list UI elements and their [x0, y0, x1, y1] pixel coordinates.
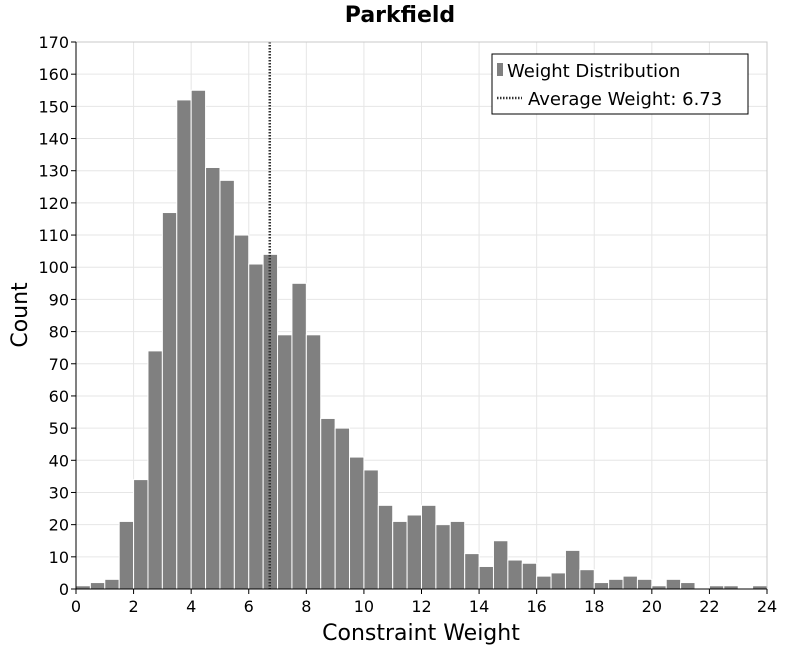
histogram-bar — [248, 263, 264, 590]
y-tick-label: 150 — [38, 97, 69, 116]
x-tick-label: 12 — [411, 597, 431, 616]
x-tick-label: 16 — [526, 597, 546, 616]
histogram-bar — [550, 572, 566, 590]
histogram-bar — [262, 253, 279, 590]
histogram-bar — [334, 427, 351, 590]
legend-label-weight-distribution: Weight Distribution — [507, 61, 680, 82]
y-tick-label: 60 — [49, 387, 69, 406]
histogram-bar — [291, 282, 307, 590]
histogram-bar — [377, 504, 394, 590]
x-tick-label: 6 — [244, 597, 254, 616]
y-tick-label: 0 — [59, 580, 69, 599]
histogram-bar — [622, 575, 638, 590]
histogram-bar — [89, 582, 106, 590]
histogram-bar — [478, 565, 494, 590]
y-tick-label: 30 — [49, 483, 69, 502]
y-tick-label: 90 — [49, 290, 69, 309]
legend-swatch-weight-distribution — [497, 63, 503, 76]
histogram-bar — [176, 99, 192, 590]
y-tick-label: 140 — [38, 130, 69, 149]
y-tick-label: 70 — [49, 355, 69, 374]
y-axis-label: Count — [8, 282, 33, 348]
x-tick-label: 18 — [584, 597, 604, 616]
histogram-bar — [133, 479, 149, 590]
x-ticks: 0 2 4 6 8 10 12 14 16 18 20 22 24 — [71, 589, 777, 616]
x-axis-label: Constraint Weight — [322, 621, 520, 646]
x-tick-label: 22 — [699, 597, 719, 616]
x-tick-label: 14 — [469, 597, 489, 616]
x-tick-label: 2 — [128, 597, 138, 616]
histogram-bar — [636, 578, 653, 590]
histogram-bar — [435, 524, 451, 590]
histogram-bar — [205, 166, 221, 590]
histogram-bar — [680, 582, 696, 590]
y-tick-label: 20 — [49, 516, 69, 535]
histogram-bar — [665, 578, 682, 590]
histogram-bar — [579, 569, 595, 590]
histogram-bar — [406, 514, 422, 590]
histogram-bar — [392, 520, 408, 590]
histogram-bar — [161, 212, 178, 590]
histogram-bar — [305, 334, 322, 590]
x-tick-label: 4 — [186, 597, 196, 616]
histogram-bar — [233, 234, 250, 590]
y-tick-label: 80 — [49, 323, 69, 342]
histogram-bar — [320, 417, 336, 590]
y-tick-label: 120 — [38, 194, 69, 213]
legend-label-average-weight: Average Weight: 6.73 — [528, 89, 722, 110]
x-tick-label: 8 — [301, 597, 311, 616]
histogram-bar — [147, 350, 163, 590]
histogram-bar — [564, 549, 581, 590]
y-tick-label: 160 — [38, 65, 69, 84]
histogram-bar — [492, 540, 509, 590]
y-tick-label: 50 — [49, 419, 69, 438]
histogram-bar — [608, 578, 624, 590]
x-tick-label: 20 — [642, 597, 662, 616]
x-tick-label: 24 — [757, 597, 777, 616]
histogram-bar — [449, 520, 466, 590]
x-tick-label: 0 — [71, 597, 81, 616]
histogram-bar — [104, 578, 120, 590]
histogram-bar — [190, 89, 207, 590]
y-tick-label: 170 — [38, 33, 69, 52]
histogram-bar — [277, 334, 293, 590]
x-tick-label: 10 — [354, 597, 374, 616]
bars — [75, 89, 768, 590]
histogram-bar — [521, 562, 538, 590]
y-tick-label: 40 — [49, 451, 69, 470]
histogram-bar — [464, 553, 480, 590]
y-ticks: 0 10 20 30 40 50 60 70 80 90 100 110 120 130 140 150 160… — [38, 33, 76, 599]
y-tick-label: 100 — [38, 258, 69, 277]
histogram-bar — [118, 520, 135, 590]
histogram-bar — [593, 582, 610, 590]
y-tick-label: 10 — [49, 548, 69, 567]
chart-title: Parkfield — [345, 3, 455, 28]
y-tick-label: 110 — [38, 226, 69, 245]
legend-box — [491, 53, 749, 115]
histogram-bar — [421, 504, 437, 590]
histogram-bar — [219, 179, 235, 590]
legend: Weight Distribution Average Weight: 6.73 — [491, 53, 749, 115]
y-tick-label: 130 — [38, 162, 69, 181]
histogram-bar — [507, 559, 523, 590]
histogram-bar — [363, 469, 379, 590]
histogram-bar — [536, 575, 552, 590]
histogram-bar — [349, 456, 365, 590]
